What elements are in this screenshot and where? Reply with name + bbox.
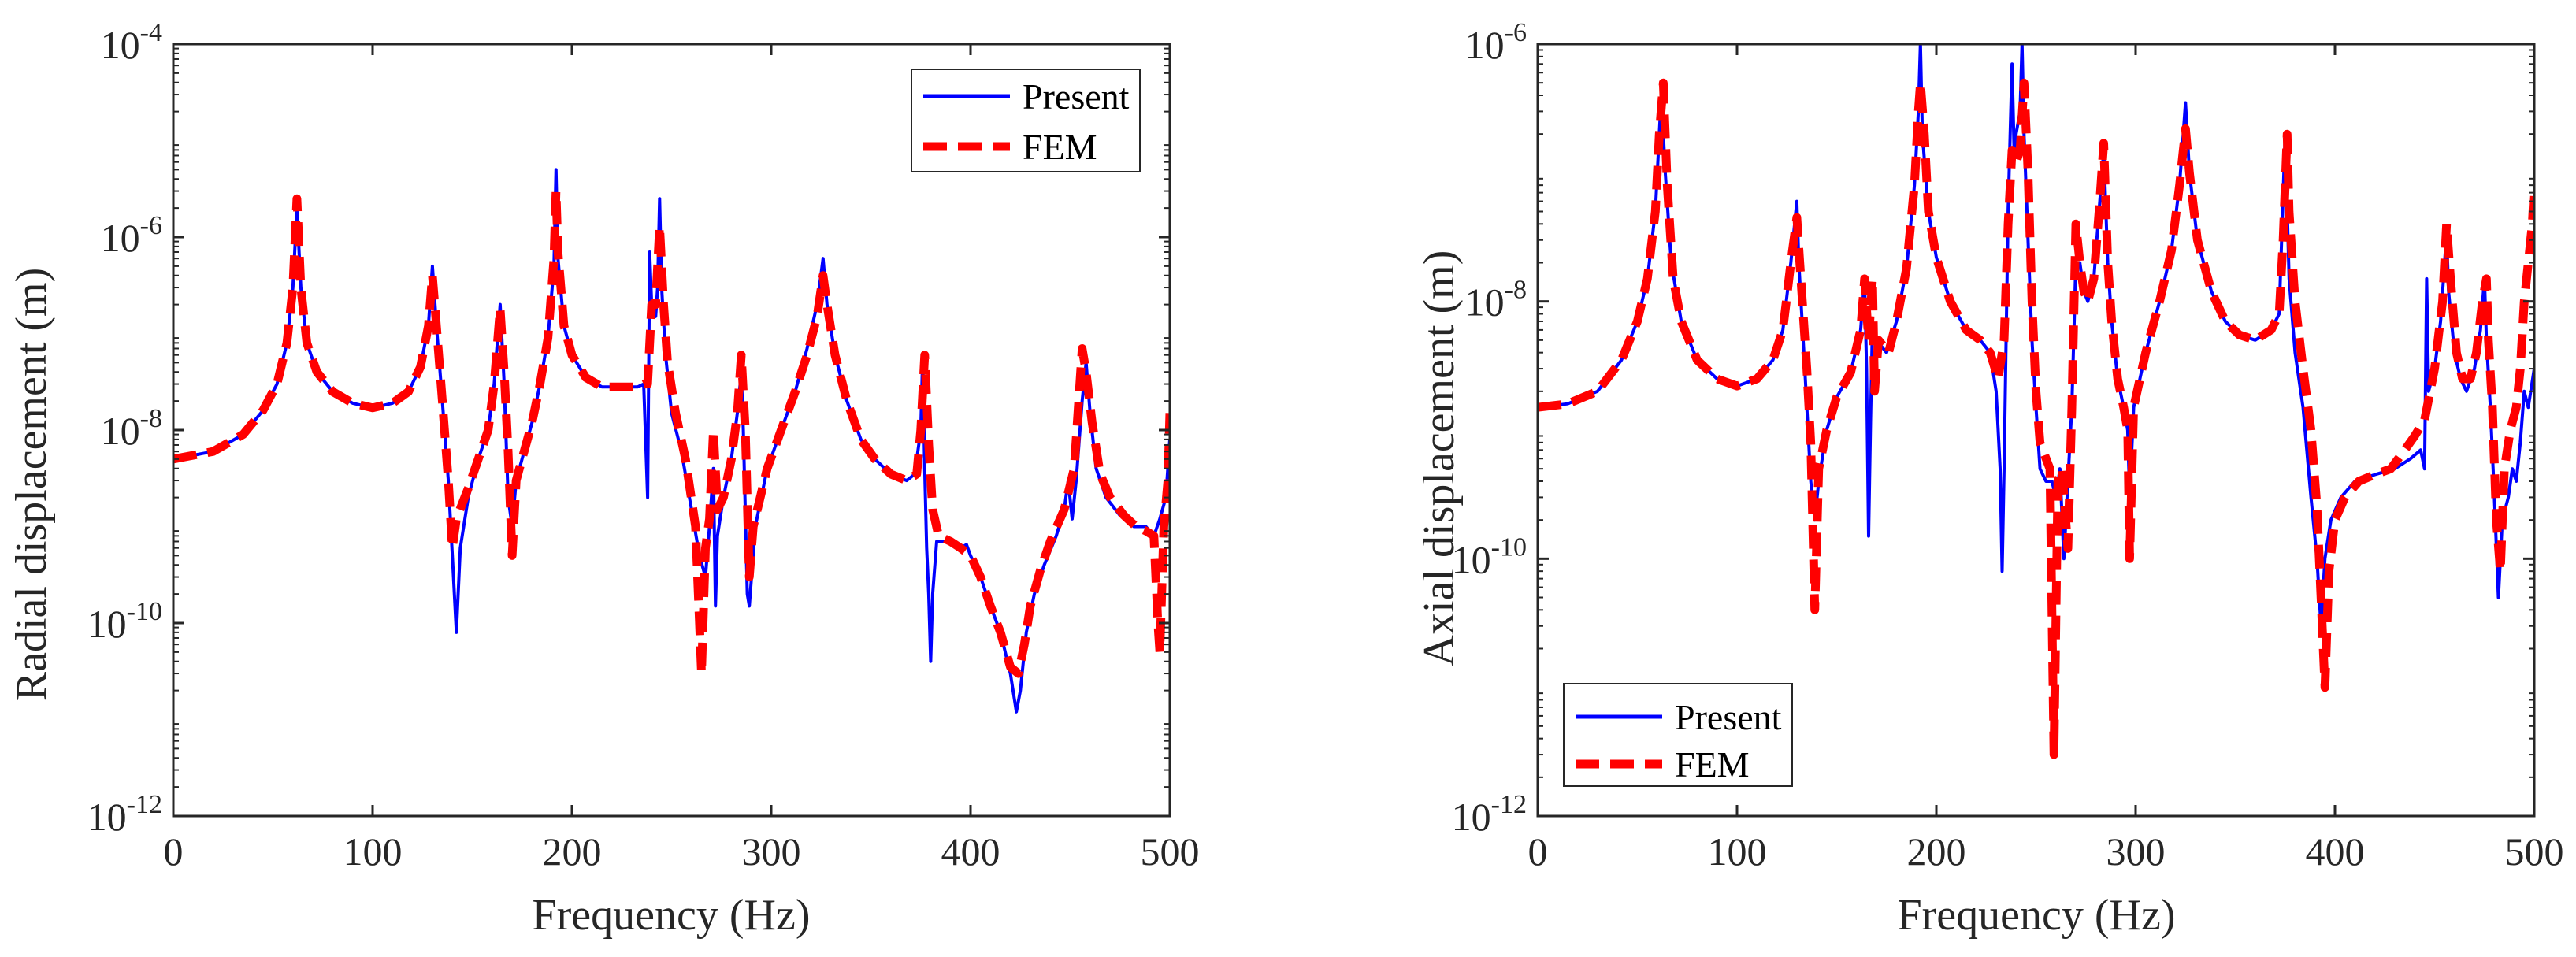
legend-axial: Present FEM bbox=[1563, 683, 1793, 787]
x-tick-label: 0 bbox=[164, 829, 184, 874]
legend-box bbox=[911, 69, 1141, 172]
series-group bbox=[1538, 44, 2534, 759]
series-line-fem bbox=[173, 187, 1170, 678]
x-tick-label: 200 bbox=[1907, 829, 1966, 874]
x-tick-label: 400 bbox=[2306, 829, 2365, 874]
radial-displacement-chart: Radial displacement (m) Frequency (Hz) 0… bbox=[7, 18, 1200, 940]
x-axis-title-radial: Frequency (Hz) bbox=[533, 891, 811, 940]
legend-label-present: Present bbox=[1023, 76, 1130, 117]
y-tick-label: 10-12 bbox=[87, 790, 162, 839]
y-tick-label: 10-10 bbox=[1452, 532, 1527, 581]
legend-radial: Present FEM bbox=[911, 69, 1141, 172]
y-tick-label: 10-8 bbox=[1465, 276, 1527, 325]
series-group bbox=[173, 168, 1170, 714]
y-tick-label: 10-12 bbox=[1452, 790, 1527, 839]
plot-area bbox=[173, 44, 1170, 816]
x-tick-label: 400 bbox=[941, 829, 1000, 874]
x-tick-label: 500 bbox=[2505, 829, 2564, 874]
x-tick-label: 200 bbox=[543, 829, 602, 874]
y-axis-title-axial: Axial displacement (m) bbox=[1415, 250, 1464, 667]
x-tick-label: 0 bbox=[1528, 829, 1548, 874]
y-tick-label: 10-8 bbox=[101, 404, 162, 453]
y-tick-label: 10-4 bbox=[101, 18, 162, 67]
axes: 0 100 200 300 400 500 10-12 10-10 10-8 10-6 bbox=[1452, 18, 2564, 874]
y-tick-label: 10-6 bbox=[1465, 18, 1527, 67]
series-line-fem bbox=[1538, 78, 2534, 759]
x-tick-label: 100 bbox=[343, 829, 403, 874]
axes: 0 100 200 300 400 500 10-12 10-10 10-8 10-6 10-4 bbox=[87, 18, 1200, 874]
x-tick-label: 300 bbox=[2106, 829, 2166, 874]
x-tick-label: 500 bbox=[1141, 829, 1200, 874]
x-tick-label: 300 bbox=[742, 829, 801, 874]
legend-box bbox=[1563, 683, 1793, 787]
y-axis-title-radial: Radial displacement (m) bbox=[7, 268, 56, 701]
y-tick-label: 10-10 bbox=[87, 597, 162, 646]
legend-label-fem: FEM bbox=[1023, 127, 1097, 167]
axes-frame bbox=[1536, 43, 2536, 818]
x-tick-label: 100 bbox=[1708, 829, 1767, 874]
legend-label-fem: FEM bbox=[1675, 744, 1750, 785]
x-axis-title-axial: Frequency (Hz) bbox=[1898, 891, 2176, 940]
legend-label-present: Present bbox=[1675, 697, 1782, 737]
y-tick-label: 10-6 bbox=[101, 211, 162, 260]
